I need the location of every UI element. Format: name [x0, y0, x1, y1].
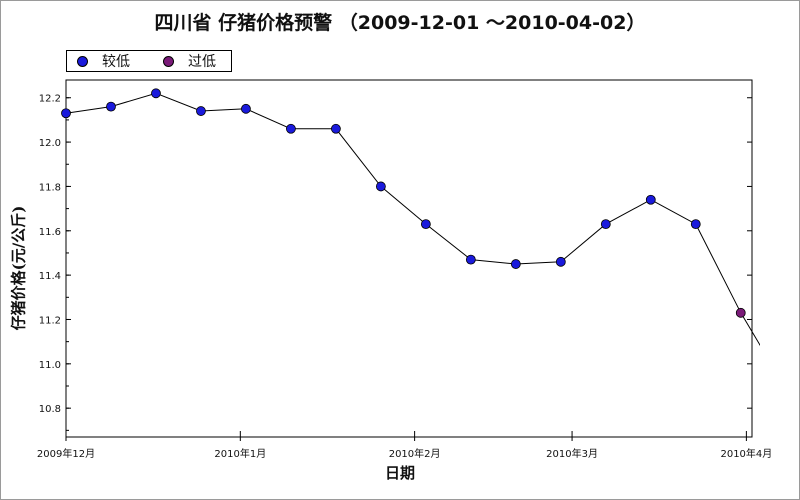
y-tick-label: 11.6: [39, 227, 61, 238]
series-line: [65, 92, 760, 347]
data-point: [781, 384, 790, 393]
plot-border: [65, 79, 753, 438]
y-tick-label: 12.0: [39, 138, 61, 149]
y-tick-label: 12.2: [39, 94, 61, 105]
data-point: [600, 219, 611, 230]
data-point: [151, 88, 161, 99]
data-point: [555, 256, 566, 267]
legend-item-too-low: 过低: [163, 51, 216, 71]
data-point: [196, 106, 206, 116]
x-tick-label: 2009年12月: [37, 447, 95, 460]
x-tick-label: 2010年4月: [720, 447, 772, 460]
data-point: [331, 123, 341, 134]
legend: 较低 过低: [66, 50, 232, 72]
data-point: [106, 101, 116, 112]
data-point: [375, 181, 386, 192]
x-tick-label: 2010年2月: [389, 447, 441, 460]
x-tick-label: 2010年1月: [214, 447, 266, 460]
data-point: [61, 108, 71, 119]
y-axis-label: 仔猪价格(元/公斤): [9, 205, 28, 331]
data-point: [735, 307, 746, 318]
legend-marker-low: [77, 55, 88, 67]
data-point: [645, 194, 656, 205]
legend-marker-too-low: [163, 55, 174, 67]
chart-title: 四川省 仔猪价格预警 （2009-12-01 ～2010-04-02）: [154, 12, 646, 34]
legend-label-too-low: 过低: [188, 54, 216, 70]
data-point: [690, 219, 701, 230]
data-point: [510, 259, 521, 269]
data-point: [420, 219, 431, 230]
x-axis-label: 日期: [384, 464, 415, 482]
data-point: [286, 123, 296, 134]
x-tick-label: 2010年3月: [546, 447, 598, 460]
y-tick-label: 11.0: [39, 360, 61, 371]
y-tick-label: 11.8: [39, 182, 61, 193]
data-point: [241, 103, 251, 114]
legend-label-low: 较低: [102, 54, 130, 70]
data-point: [465, 254, 476, 265]
y-tick-label: 10.8: [39, 404, 61, 415]
y-tick-label: 11.2: [39, 315, 61, 326]
legend-item-low: 较低: [77, 51, 130, 71]
y-tick-label: 11.4: [39, 271, 61, 282]
